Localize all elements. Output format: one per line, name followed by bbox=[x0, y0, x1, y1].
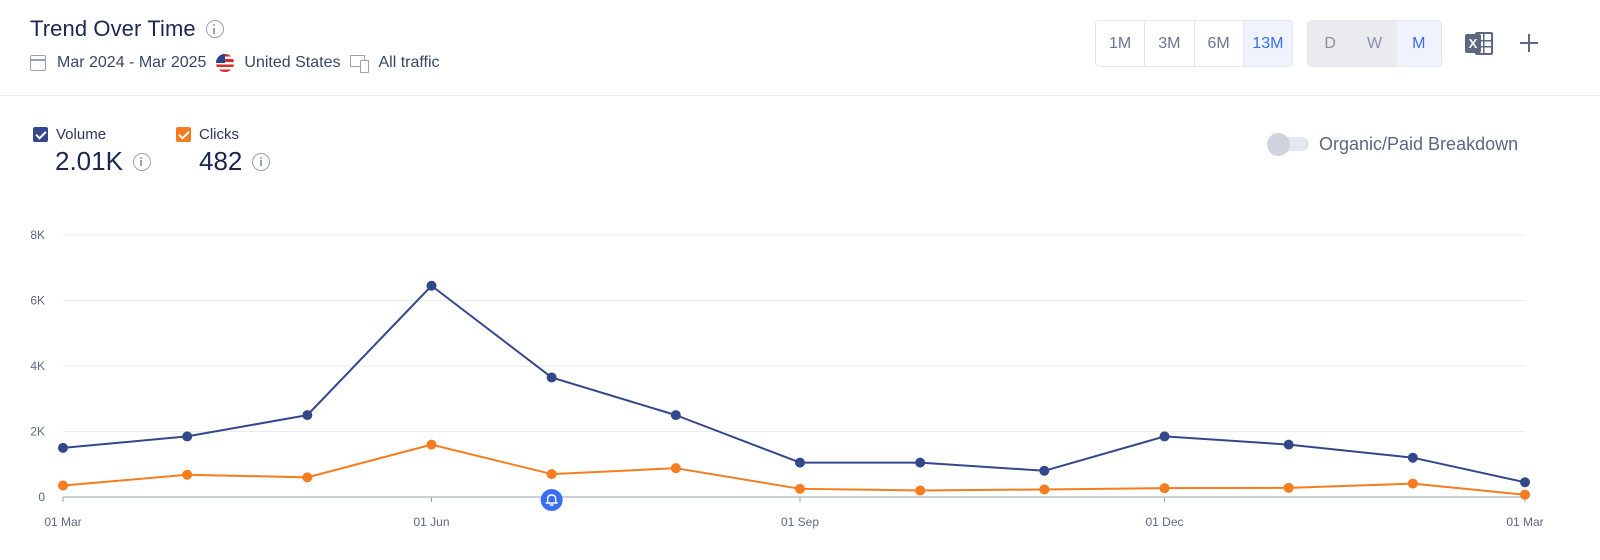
info-icon[interactable] bbox=[205, 20, 224, 38]
calendar-icon bbox=[30, 55, 46, 71]
clicks-data-point[interactable] bbox=[795, 483, 806, 494]
clicks-data-point[interactable] bbox=[1520, 489, 1530, 500]
volume-data-point[interactable] bbox=[915, 457, 926, 468]
volume-data-point[interactable] bbox=[795, 457, 806, 468]
organic-paid-toggle-label: Organic/Paid Breakdown bbox=[1319, 134, 1519, 154]
x-tick-label: 01 Sep bbox=[781, 515, 819, 529]
volume-data-point[interactable] bbox=[546, 372, 557, 383]
organic-paid-toggle[interactable] bbox=[1267, 133, 1311, 156]
granularity-button-m[interactable]: M bbox=[1396, 21, 1441, 66]
time-range-selector: 1M 3M 6M 13M bbox=[1095, 20, 1293, 67]
legend-clicks-label: Clicks bbox=[199, 126, 239, 143]
volume-data-point[interactable] bbox=[426, 280, 437, 291]
bell-icon[interactable] bbox=[540, 489, 563, 511]
x-tick-label: 01 Mar bbox=[1506, 515, 1543, 529]
legend-volume-value-row: 2.01K bbox=[55, 146, 151, 177]
range-button-3m[interactable]: 3M bbox=[1145, 21, 1195, 66]
clicks-data-point[interactable] bbox=[58, 480, 68, 491]
volume-data-point[interactable] bbox=[1520, 477, 1530, 488]
volume-series-line bbox=[62, 284, 1526, 484]
y-tick-label: 2K bbox=[30, 425, 45, 439]
volume-data-point[interactable] bbox=[302, 410, 313, 421]
date-range[interactable]: Mar 2024 - Mar 2025 bbox=[57, 54, 207, 71]
volume-data-point[interactable] bbox=[1283, 439, 1294, 450]
granularity-button-w[interactable]: W bbox=[1352, 21, 1397, 66]
volume-data-point[interactable] bbox=[1159, 431, 1170, 442]
clicks-checkbox[interactable] bbox=[176, 127, 191, 142]
clicks-data-point[interactable] bbox=[1283, 482, 1294, 493]
legend-volume[interactable]: Volume 2.01K bbox=[33, 126, 151, 177]
clicks-data-point[interactable] bbox=[670, 463, 681, 474]
legend-clicks[interactable]: Clicks 482 bbox=[176, 126, 271, 177]
header: Trend Over Time Mar 2024 - Mar 2025 Unit… bbox=[0, 0, 1600, 96]
x-tick-label: 01 Mar bbox=[44, 515, 81, 529]
volume-data-point[interactable] bbox=[58, 442, 68, 453]
volume-data-point[interactable] bbox=[670, 410, 681, 421]
range-button-1m[interactable]: 1M bbox=[1096, 21, 1146, 66]
info-icon[interactable] bbox=[252, 152, 271, 171]
y-tick-label: 4K bbox=[30, 359, 45, 373]
traffic-type[interactable]: All traffic bbox=[378, 54, 440, 71]
us-flag-icon bbox=[216, 54, 235, 72]
clicks-data-point[interactable] bbox=[426, 439, 437, 450]
plus-icon[interactable] bbox=[1519, 33, 1539, 53]
legend-clicks-label-row: Clicks bbox=[176, 126, 270, 143]
legend-volume-label: Volume bbox=[56, 126, 107, 143]
y-tick-label: 8K bbox=[30, 228, 45, 242]
x-tick-label: 01 Jun bbox=[413, 515, 449, 529]
excel-icon[interactable]: X bbox=[1465, 30, 1493, 57]
clicks-data-point[interactable] bbox=[1407, 478, 1418, 489]
bell-marker bbox=[540, 489, 563, 511]
clicks-series-line bbox=[62, 443, 1526, 496]
volume-checkbox[interactable] bbox=[33, 127, 48, 142]
volume-data-point[interactable] bbox=[1039, 465, 1050, 476]
y-tick-label: 6K bbox=[30, 294, 45, 308]
granularity-button-d[interactable]: D bbox=[1308, 21, 1353, 66]
clicks-data-point[interactable] bbox=[182, 469, 193, 480]
toggle-knob bbox=[1267, 133, 1290, 156]
granularity-selector: D W M bbox=[1307, 20, 1442, 67]
volume-data-point[interactable] bbox=[1407, 452, 1418, 463]
range-button-13m[interactable]: 13M bbox=[1243, 21, 1292, 66]
device-icon bbox=[350, 55, 370, 73]
info-icon[interactable] bbox=[132, 152, 151, 171]
clicks-data-point[interactable] bbox=[302, 472, 313, 483]
page-title: Trend Over Time bbox=[30, 16, 196, 41]
x-tick-label: 01 Dec bbox=[1145, 515, 1183, 529]
title-row: Trend Over Time bbox=[30, 16, 224, 42]
clicks-data-point[interactable] bbox=[1039, 484, 1050, 495]
legend-volume-label-row: Volume bbox=[33, 126, 151, 143]
clicks-data-point[interactable] bbox=[1159, 483, 1170, 494]
country[interactable]: United States bbox=[244, 54, 341, 71]
range-button-6m[interactable]: 6M bbox=[1195, 21, 1244, 66]
volume-data-point[interactable] bbox=[182, 431, 193, 442]
clicks-data-point[interactable] bbox=[915, 485, 926, 496]
bell-glyph bbox=[545, 494, 558, 506]
legend-clicks-value-row: 482 bbox=[199, 146, 271, 177]
volume-total: 2.01K bbox=[55, 146, 123, 176]
excel-letter: X bbox=[1465, 34, 1481, 53]
clicks-data-point[interactable] bbox=[546, 469, 557, 480]
clicks-total: 482 bbox=[199, 146, 243, 176]
filter-summary: Mar 2024 - Mar 2025 United States All tr… bbox=[30, 54, 450, 73]
y-tick-label: 0 bbox=[38, 490, 45, 504]
